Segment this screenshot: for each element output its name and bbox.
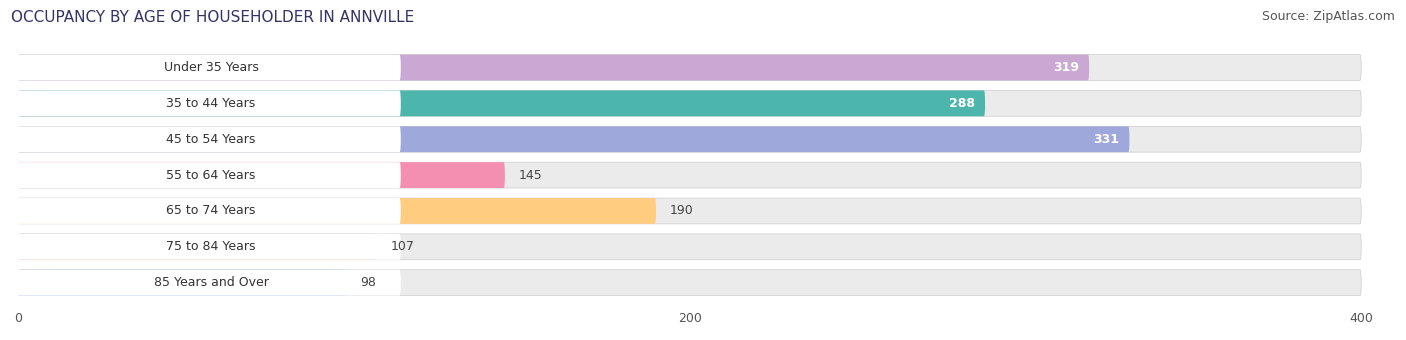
FancyBboxPatch shape: [18, 162, 505, 188]
Text: OCCUPANCY BY AGE OF HOUSEHOLDER IN ANNVILLE: OCCUPANCY BY AGE OF HOUSEHOLDER IN ANNVI…: [11, 10, 415, 25]
Text: 319: 319: [1053, 61, 1078, 74]
FancyBboxPatch shape: [14, 270, 401, 295]
FancyBboxPatch shape: [14, 162, 401, 188]
FancyBboxPatch shape: [18, 270, 1361, 295]
Text: 190: 190: [669, 204, 693, 218]
Text: 331: 331: [1094, 133, 1119, 146]
Text: 288: 288: [949, 97, 974, 110]
FancyBboxPatch shape: [18, 90, 1361, 116]
FancyBboxPatch shape: [14, 234, 401, 260]
FancyBboxPatch shape: [18, 162, 1361, 188]
FancyBboxPatch shape: [14, 90, 401, 116]
FancyBboxPatch shape: [18, 234, 377, 260]
FancyBboxPatch shape: [14, 198, 401, 224]
Text: 75 to 84 Years: 75 to 84 Years: [166, 240, 256, 253]
FancyBboxPatch shape: [18, 126, 1361, 152]
FancyBboxPatch shape: [18, 55, 1090, 81]
FancyBboxPatch shape: [14, 126, 401, 152]
FancyBboxPatch shape: [18, 270, 347, 295]
FancyBboxPatch shape: [18, 126, 1129, 152]
FancyBboxPatch shape: [18, 234, 1361, 260]
Text: 107: 107: [391, 240, 415, 253]
Text: 65 to 74 Years: 65 to 74 Years: [166, 204, 256, 218]
Text: 85 Years and Over: 85 Years and Over: [153, 276, 269, 289]
FancyBboxPatch shape: [14, 55, 401, 81]
Text: Under 35 Years: Under 35 Years: [163, 61, 259, 74]
Text: 55 to 64 Years: 55 to 64 Years: [166, 169, 256, 182]
FancyBboxPatch shape: [18, 198, 657, 224]
Text: 98: 98: [360, 276, 377, 289]
Text: Source: ZipAtlas.com: Source: ZipAtlas.com: [1261, 10, 1395, 23]
FancyBboxPatch shape: [18, 90, 986, 116]
FancyBboxPatch shape: [18, 198, 1361, 224]
Text: 145: 145: [519, 169, 543, 182]
FancyBboxPatch shape: [18, 55, 1361, 81]
Text: 35 to 44 Years: 35 to 44 Years: [166, 97, 256, 110]
Text: 45 to 54 Years: 45 to 54 Years: [166, 133, 256, 146]
